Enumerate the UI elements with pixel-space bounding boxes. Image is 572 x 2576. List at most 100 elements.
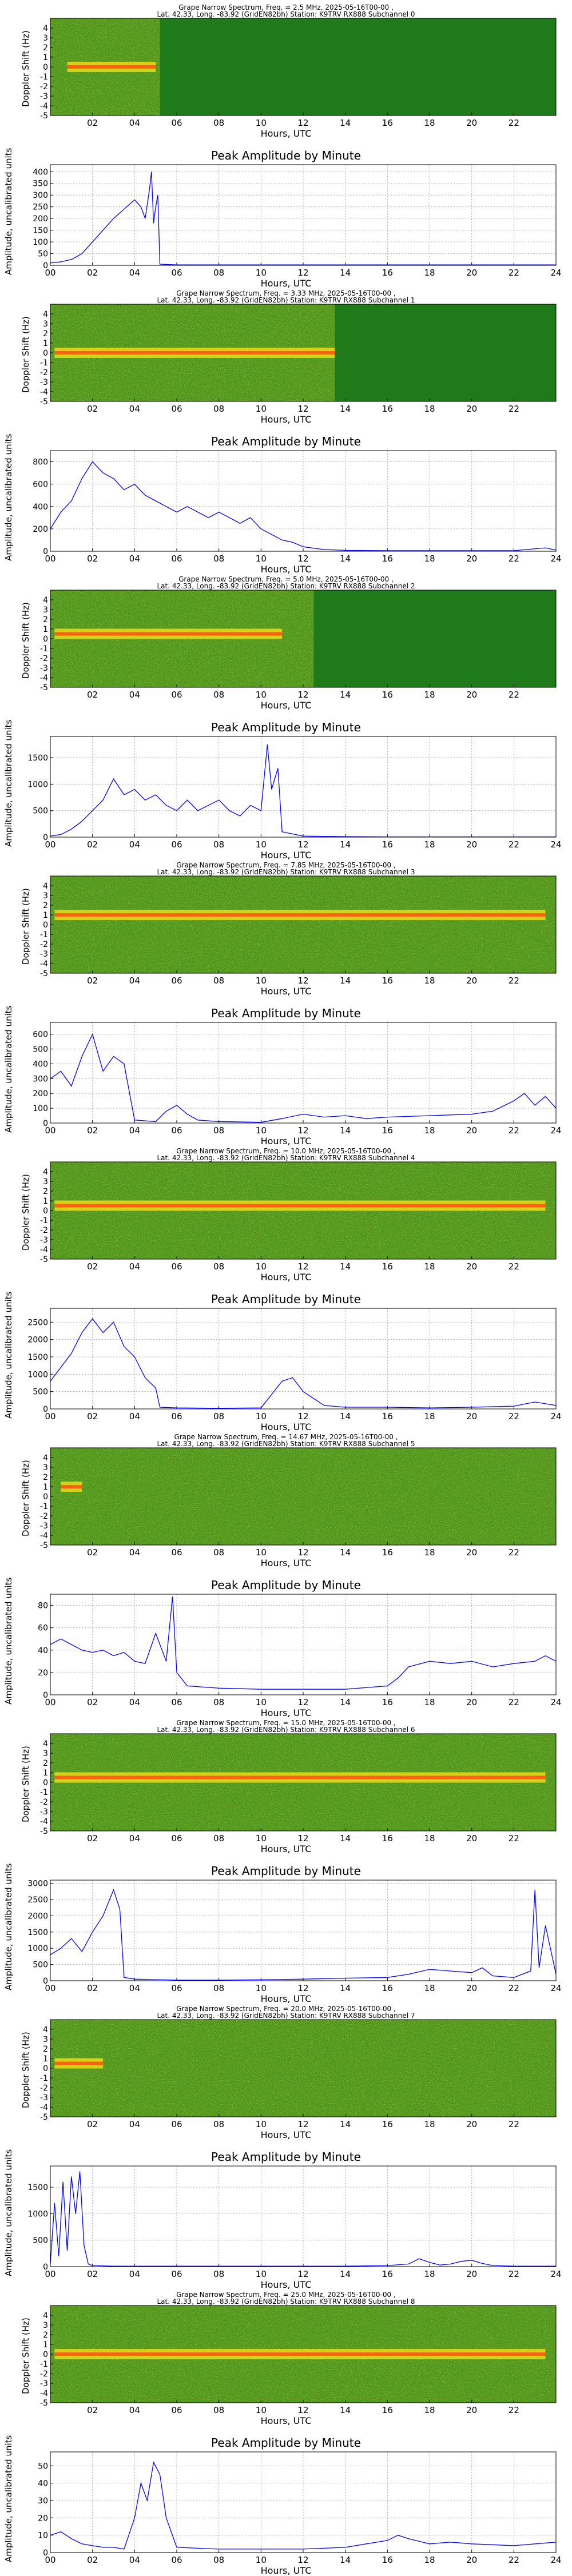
y-axis-label: Amplitude, uncalibrated units <box>3 434 14 561</box>
x-tick-label: 18 <box>424 839 435 850</box>
x-tick-label: 16 <box>382 1547 393 1558</box>
y-tick-label: 0 <box>43 2549 48 2558</box>
spectrogram-trace <box>54 351 335 355</box>
x-tick-label: 12 <box>297 1547 308 1558</box>
y-tick-label: -5 <box>40 1827 48 1836</box>
y-tick-label: -2 <box>40 1798 48 1807</box>
x-tick-label: 12 <box>297 1983 308 1993</box>
x-tick-label: 16 <box>382 404 393 414</box>
x-tick-label: 16 <box>382 690 393 700</box>
spectrogram-trace <box>67 65 156 69</box>
x-axis-label: Hours, UTC <box>0 415 572 425</box>
y-axis-label: Amplitude, uncalibrated units <box>3 1578 14 1705</box>
x-tick-label: 06 <box>171 268 182 278</box>
y-tick-label: -5 <box>40 683 48 692</box>
x-tick-label: 12 <box>297 1411 308 1422</box>
x-tick-label: 08 <box>213 2555 224 2565</box>
x-tick-label: 10 <box>256 1983 267 1993</box>
x-tick-label: 06 <box>171 976 182 986</box>
x-axis-label: Hours, UTC <box>0 1558 572 1568</box>
y-tick-label: 3 <box>43 2035 48 2044</box>
x-tick-label: 04 <box>129 1833 140 1844</box>
y-tick-label: 3 <box>43 1749 48 1758</box>
y-tick-label: -2 <box>40 2370 48 2379</box>
y-tick-label: 200 <box>33 525 48 534</box>
x-tick-label: 06 <box>171 2555 182 2565</box>
x-tick-label: 04 <box>129 2405 140 2415</box>
x-tick-label: 24 <box>550 554 561 564</box>
x-tick-label: 08 <box>213 2119 224 2129</box>
x-tick-label: 02 <box>87 839 98 850</box>
y-axis-label: Doppler Shift (Hz) <box>21 888 31 965</box>
x-tick-label: 10 <box>256 2119 267 2129</box>
x-tick-label: 14 <box>340 839 351 850</box>
x-tick-label: 08 <box>213 1411 224 1422</box>
x-tick-label: 02 <box>87 1983 98 1993</box>
x-tick-label: 08 <box>213 404 224 414</box>
y-tick-label: 0 <box>43 63 48 72</box>
x-tick-label: 04 <box>129 1983 140 1993</box>
y-tick-label: 4 <box>43 2311 48 2320</box>
y-tick-label: 2 <box>43 1187 48 1196</box>
x-tick-label: 18 <box>424 976 435 986</box>
y-tick-label: 1 <box>43 2340 48 2350</box>
y-tick-label: 50 <box>38 250 48 259</box>
x-tick-label: 04 <box>129 976 140 986</box>
y-tick-label: 0 <box>43 1405 48 1414</box>
y-tick-label: -2 <box>40 82 48 91</box>
x-tick-label: 06 <box>171 1697 182 1707</box>
x-tick-label: 02 <box>87 1547 98 1558</box>
x-tick-label: 24 <box>550 1411 561 1422</box>
panel-title-line-2: Lat. 42.33, Long. -83.92 (GridEN82bh) St… <box>0 1154 572 1162</box>
y-tick-label: -3 <box>40 2379 48 2388</box>
y-tick-label: 2000 <box>27 1336 48 1345</box>
y-tick-label: 2 <box>43 1473 48 1482</box>
y-tick-label: -2 <box>40 1226 48 1235</box>
y-tick-label: 100 <box>33 238 48 247</box>
x-tick-label: 10 <box>256 2269 267 2279</box>
y-axis-label: Amplitude, uncalibrated units <box>3 1292 14 1419</box>
x-tick-label: 04 <box>129 1697 140 1707</box>
x-axis-label: Hours, UTC <box>0 1136 572 1146</box>
x-tick-label: 20 <box>466 118 477 128</box>
y-tick-label: -4 <box>40 388 48 397</box>
y-tick-label: 3 <box>43 320 48 329</box>
spectrogram-trace <box>54 1776 545 1779</box>
y-tick-label: 1 <box>43 2055 48 2064</box>
panel-title-line-2: Lat. 42.33, Long. -83.92 (GridEN82bh) St… <box>0 10 572 19</box>
y-tick-label: -3 <box>40 378 48 387</box>
y-tick-label: -1 <box>40 2360 48 2369</box>
x-tick-label: 02 <box>87 1411 98 1422</box>
panel-title-line-2: Lat. 42.33, Long. -83.92 (GridEN82bh) St… <box>0 2012 572 2020</box>
x-tick-label: 10 <box>256 2405 267 2415</box>
y-tick-label: -1 <box>40 2074 48 2083</box>
x-tick-label: 16 <box>382 2119 393 2129</box>
x-tick-label: 04 <box>129 690 140 700</box>
y-tick-label: -4 <box>40 102 48 111</box>
x-tick-label: 06 <box>171 1547 182 1558</box>
y-tick-label: 1000 <box>27 1370 48 1379</box>
x-axis-label: Hours, UTC <box>0 278 572 289</box>
y-tick-label: 0 <box>43 1691 48 1700</box>
y-tick-label: 150 <box>33 226 48 236</box>
x-tick-label: 02 <box>87 2555 98 2565</box>
x-tick-label: 10 <box>256 118 267 128</box>
x-tick-label: 16 <box>382 1261 393 1272</box>
x-tick-label: 12 <box>297 1833 308 1844</box>
x-tick-label: 08 <box>213 2405 224 2415</box>
x-tick-label: 20 <box>466 1411 477 1422</box>
y-tick-label: 1500 <box>27 1353 48 1362</box>
x-tick-label: 06 <box>171 1125 182 1136</box>
x-axis-label: Hours, UTC <box>0 850 572 861</box>
y-tick-label: 3000 <box>27 1880 48 1889</box>
x-tick-label: 24 <box>550 1125 561 1136</box>
x-tick-label: 02 <box>87 404 98 414</box>
x-tick-label: 12 <box>297 1697 308 1707</box>
x-tick-label: 24 <box>550 2555 561 2565</box>
x-tick-label: 16 <box>382 1983 393 1993</box>
x-tick-label: 14 <box>340 404 351 414</box>
x-tick-label: 10 <box>256 1125 267 1136</box>
x-tick-label: 04 <box>129 118 140 128</box>
y-tick-label: 500 <box>33 1388 48 1397</box>
panel-title-line-2: Lat. 42.33, Long. -83.92 (GridEN82bh) St… <box>0 868 572 877</box>
